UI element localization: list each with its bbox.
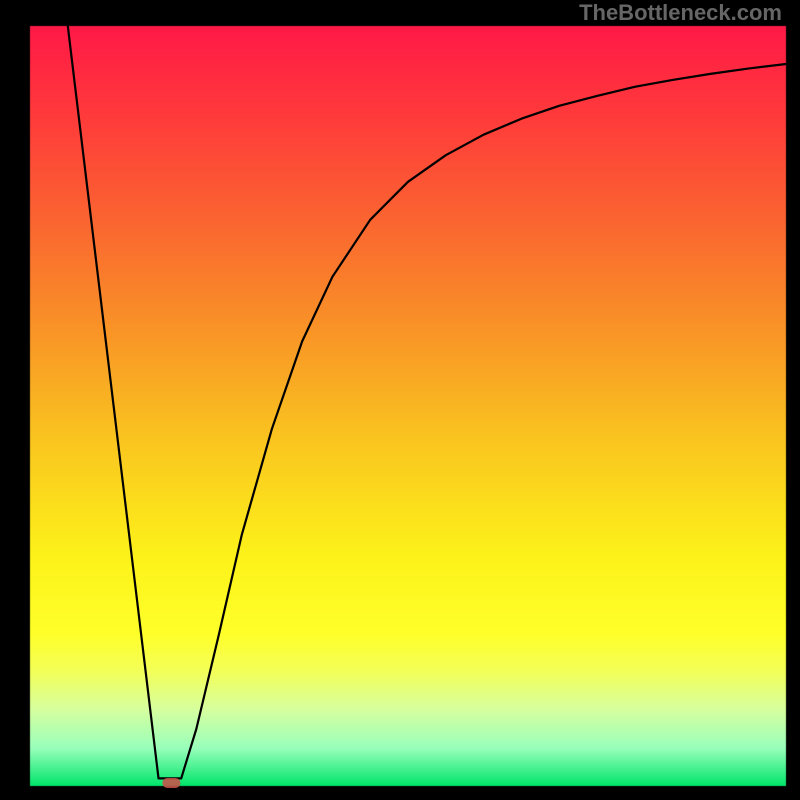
watermark-text: TheBottleneck.com — [579, 0, 782, 26]
chart-container: TheBottleneck.com — [0, 0, 800, 800]
bottleneck-curve — [68, 26, 786, 778]
valley-marker — [162, 778, 180, 788]
curve-layer — [0, 0, 800, 800]
